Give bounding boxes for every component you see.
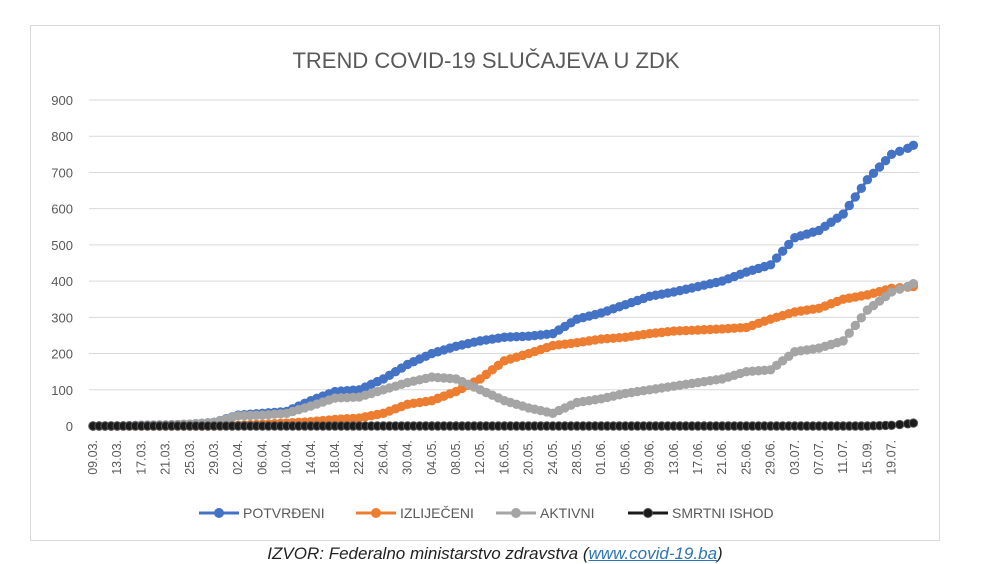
- series-line: [93, 143, 915, 428]
- x-tick-label: 11.07.: [836, 440, 850, 474]
- data-point: [844, 200, 854, 211]
- legend-label: AKTIVNI: [540, 505, 594, 521]
- legend-marker: [371, 508, 381, 518]
- x-tick-label: 17.06.: [691, 440, 705, 475]
- caption-prefix: IZVOR: Federalno ministarstvo zdravstva …: [267, 544, 589, 563]
- data-point: [894, 284, 905, 294]
- x-tick-label: 20.05.: [522, 440, 536, 475]
- y-tick-label: 300: [51, 310, 73, 325]
- chart-title: TREND COVID-19 SLUČAJEVA U ZDK: [292, 48, 679, 73]
- data-point: [784, 239, 794, 250]
- data-point: [886, 420, 897, 430]
- x-tick-label: 02.04.: [231, 440, 245, 475]
- x-tick-label: 04.05.: [425, 440, 439, 475]
- x-tick-label: 03.07.: [788, 440, 802, 475]
- x-tick-label: 12.05.: [473, 440, 487, 475]
- caption-suffix: ): [717, 544, 723, 563]
- data-point: [765, 260, 776, 270]
- data-point: [771, 253, 782, 263]
- data-point: [850, 192, 860, 202]
- x-tick-label: 26.04.: [376, 440, 390, 475]
- data-point: [908, 140, 919, 150]
- data-point: [862, 174, 873, 185]
- x-tick-label: 25.06.: [739, 440, 753, 475]
- data-point: [844, 328, 854, 338]
- data-point: [868, 168, 879, 179]
- data-point: [880, 155, 891, 166]
- y-tick-label: 500: [51, 238, 73, 253]
- x-tick-label: 21.06.: [715, 440, 729, 475]
- x-tick-label: 28.05.: [570, 440, 584, 475]
- data-point: [856, 183, 867, 193]
- data-point: [856, 313, 867, 323]
- y-tick-label: 0: [66, 419, 73, 434]
- line-chart: TREND COVID-19 SLUČAJEVA U ZDK 0 100 200 30…: [51, 48, 919, 521]
- x-tick-label: 05.06.: [618, 440, 632, 475]
- x-tick-label: 01.06.: [594, 440, 608, 475]
- x-tick-label: 16.05.: [497, 440, 511, 475]
- data-point: [886, 287, 897, 297]
- y-tick-label: 600: [51, 202, 73, 217]
- data-point: [778, 246, 788, 256]
- data-point: [886, 149, 897, 160]
- data-point: [894, 419, 905, 430]
- legend-marker: [214, 508, 224, 518]
- x-tick-label: 13.03.: [110, 440, 124, 475]
- legend-marker: [643, 508, 653, 518]
- data-point: [908, 278, 919, 289]
- data-point: [838, 209, 848, 219]
- source-link[interactable]: www.covid-19.ba: [588, 544, 718, 563]
- data-point: [850, 320, 860, 331]
- x-tick-label: 10.04.: [280, 440, 294, 475]
- x-tick-label: 13.06.: [667, 440, 681, 475]
- legend-label: SMRTNI ISHOD: [672, 505, 774, 521]
- legend-marker: [511, 508, 521, 518]
- x-tick-label: 14.04.: [304, 440, 318, 475]
- x-tick-label: 24.05.: [546, 440, 560, 475]
- x-tick-label: 25.03.: [183, 440, 197, 475]
- x-tick-label: 06.04.: [255, 440, 269, 475]
- y-tick-label: 900: [51, 93, 73, 108]
- legend-label: IZLIJEČENI: [400, 505, 474, 521]
- x-tick-label: 07.07.: [812, 440, 826, 475]
- x-tick-label: 29.03.: [207, 440, 221, 475]
- x-tick-label: 22.04.: [352, 440, 366, 475]
- y-tick-label: 200: [51, 347, 73, 362]
- source-caption: IZVOR: Federalno ministarstvo zdravstva …: [0, 544, 990, 564]
- x-tick-label: 19.07.: [885, 440, 899, 475]
- legend-label: POTVRĐENI: [243, 505, 325, 521]
- chart-frame: TREND COVID-19 SLUČAJEVA U ZDK 0 100 200 30…: [30, 25, 940, 541]
- x-tick-label: 18.04.: [328, 440, 342, 475]
- y-tick-label: 400: [51, 274, 73, 289]
- y-tick-label: 800: [51, 129, 73, 144]
- x-tick-label: 21.03.: [159, 440, 173, 475]
- x-tick-label: 29.06.: [764, 440, 778, 475]
- data-point: [894, 146, 905, 157]
- x-tick-label: 17.03.: [134, 440, 148, 475]
- x-tick-label: 09.03.: [86, 440, 100, 475]
- y-tick-label: 700: [51, 165, 73, 180]
- x-tick-label: 09.06.: [643, 440, 657, 475]
- y-tick-label: 100: [51, 383, 73, 398]
- x-tick-label: 30.04.: [401, 440, 415, 475]
- x-tick-label: 08.05.: [449, 440, 463, 475]
- data-point: [908, 418, 919, 428]
- data-point: [838, 336, 848, 346]
- x-tick-label: 15.09.: [860, 440, 874, 475]
- data-point: [874, 162, 885, 172]
